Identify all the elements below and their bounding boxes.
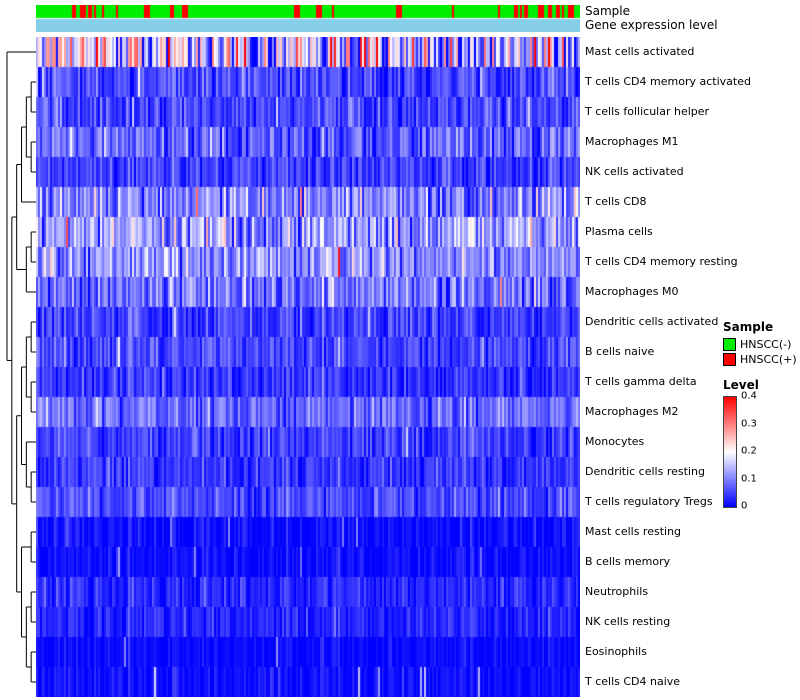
sample-legend-item: HNSCC(-) (723, 338, 797, 351)
row-dendrogram (6, 51, 36, 683)
sample-legend-title: Sample (723, 320, 774, 334)
legend-item-label: HNSCC(-) (740, 338, 792, 351)
heatmap-canvas (36, 37, 580, 697)
row-label: T cells CD4 memory resting (585, 255, 738, 268)
level-gradient-bar (723, 396, 737, 508)
row-label: NK cells resting (585, 615, 671, 628)
level-tick-label: 0 (741, 500, 748, 512)
row-label: Neutrophils (585, 585, 649, 598)
row-label: Macrophages M0 (585, 285, 679, 298)
legend-color-swatch (723, 338, 736, 351)
level-legend-scale: 0.4 0.3 0.2 0.1 0 (723, 391, 797, 512)
legend-color-swatch (723, 353, 736, 366)
row-label: T cells CD4 naive (585, 675, 681, 688)
row-label: B cells naive (585, 345, 655, 358)
legend: Sample HNSCC(-) HNSCC(+) Level 0.4 0.3 0.2 0… (723, 320, 797, 512)
level-tick-label: 0.4 (741, 390, 757, 402)
row-label: Dendritic cells activated (585, 315, 719, 328)
row-label: Dendritic cells resting (585, 465, 705, 478)
row-label: Plasma cells (585, 225, 653, 238)
row-label: Mast cells activated (585, 45, 695, 58)
row-label: Macrophages M1 (585, 135, 679, 148)
row-label: Monocytes (585, 435, 645, 448)
row-label: T cells regulatory Tregs (585, 495, 713, 508)
level-legend-title: Level (723, 378, 759, 392)
row-label: Mast cells resting (585, 525, 682, 538)
level-tick-label: 0.1 (741, 473, 757, 484)
sample-annotation-bar (36, 5, 580, 32)
row-label: Eosinophils (585, 645, 647, 658)
row-label: T cells follicular helper (585, 105, 710, 118)
sample-legend-items: HNSCC(-) HNSCC(+) (723, 338, 797, 366)
level-ticks: 0.4 0.3 0.2 0.1 0 (741, 391, 773, 512)
row-label: B cells memory (585, 555, 671, 568)
row-label: Macrophages M2 (585, 405, 679, 418)
annotation-label-gene-expression-level: Gene expression level (585, 18, 718, 32)
row-label: T cells CD4 memory activated (585, 75, 751, 88)
row-label: NK cells activated (585, 165, 684, 178)
row-label: T cells gamma delta (585, 375, 697, 388)
legend-item-label: HNSCC(+) (740, 353, 797, 366)
sample-legend-item: HNSCC(+) (723, 353, 797, 366)
annotation-label-sample: Sample (585, 4, 630, 18)
level-tick-label: 0.3 (741, 418, 757, 429)
row-label: T cells CD8 (585, 195, 647, 208)
level-tick-label: 0.2 (741, 445, 757, 457)
